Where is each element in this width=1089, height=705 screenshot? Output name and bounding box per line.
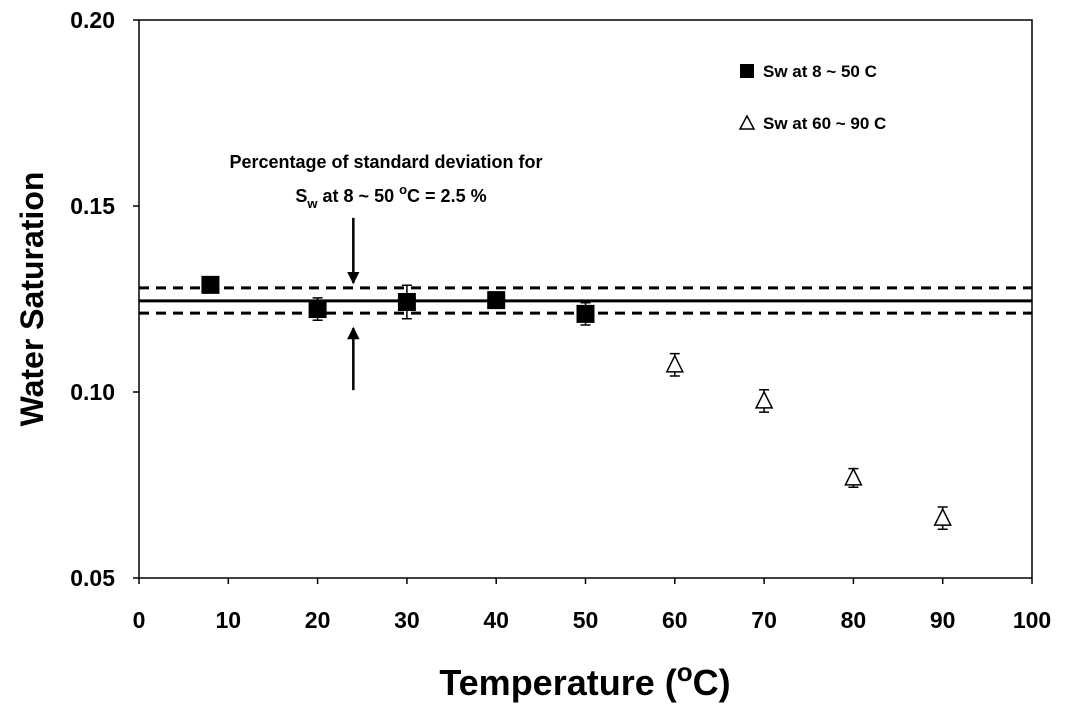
x-title-text: Temperature ( <box>439 662 676 703</box>
x-tick-label: 70 <box>751 607 777 633</box>
x-title-sup: o <box>677 657 693 687</box>
y-axis-title: Water Saturation <box>14 172 50 427</box>
x-tick-label: 10 <box>216 607 242 633</box>
annotation-line2: Sw at 8 ~ 50 oC = 2.5 % <box>295 182 486 211</box>
x-tick-label: 80 <box>841 607 867 633</box>
marker-triangle <box>844 467 863 486</box>
y-tick-label: 0.15 <box>70 193 115 219</box>
marker-square <box>487 291 506 310</box>
x-tick-label: 0 <box>133 607 146 633</box>
marker-triangle <box>754 390 774 409</box>
annotation-line1: Percentage of standard deviation for <box>229 152 542 172</box>
y-tick-label: 0.05 <box>70 565 115 591</box>
x-title-after: C) <box>693 662 731 703</box>
annotation-sub: w <box>306 196 318 211</box>
y-tick-label: 0.10 <box>70 379 115 405</box>
legend-label: Sw at 60 ~ 90 C <box>763 114 886 133</box>
y-tick-label: 0.20 <box>70 7 115 33</box>
marker-triangle <box>665 354 685 373</box>
marker-square <box>397 292 416 311</box>
x-tick-label: 60 <box>662 607 688 633</box>
x-tick-label: 30 <box>394 607 420 633</box>
x-tick-label: 40 <box>483 607 509 633</box>
annotation-s: S <box>295 186 307 206</box>
x-tick-label: 90 <box>930 607 956 633</box>
legend-marker <box>738 114 756 130</box>
legend-label: Sw at 8 ~ 50 C <box>763 62 877 81</box>
annotation-end: C = 2.5 % <box>407 186 487 206</box>
x-axis-title: Temperature (oC) <box>439 657 730 703</box>
marker-square <box>201 275 220 294</box>
x-tick-label: 100 <box>1013 607 1051 633</box>
marker-triangle <box>933 507 952 526</box>
annotation-mid: at 8 ~ 50 <box>318 186 400 206</box>
marker-square <box>576 304 595 323</box>
x-tick-label: 20 <box>305 607 331 633</box>
legend-marker <box>740 64 754 78</box>
annotation-sup: o <box>399 182 407 197</box>
marker-square <box>308 300 327 319</box>
x-tick-label: 50 <box>573 607 599 633</box>
